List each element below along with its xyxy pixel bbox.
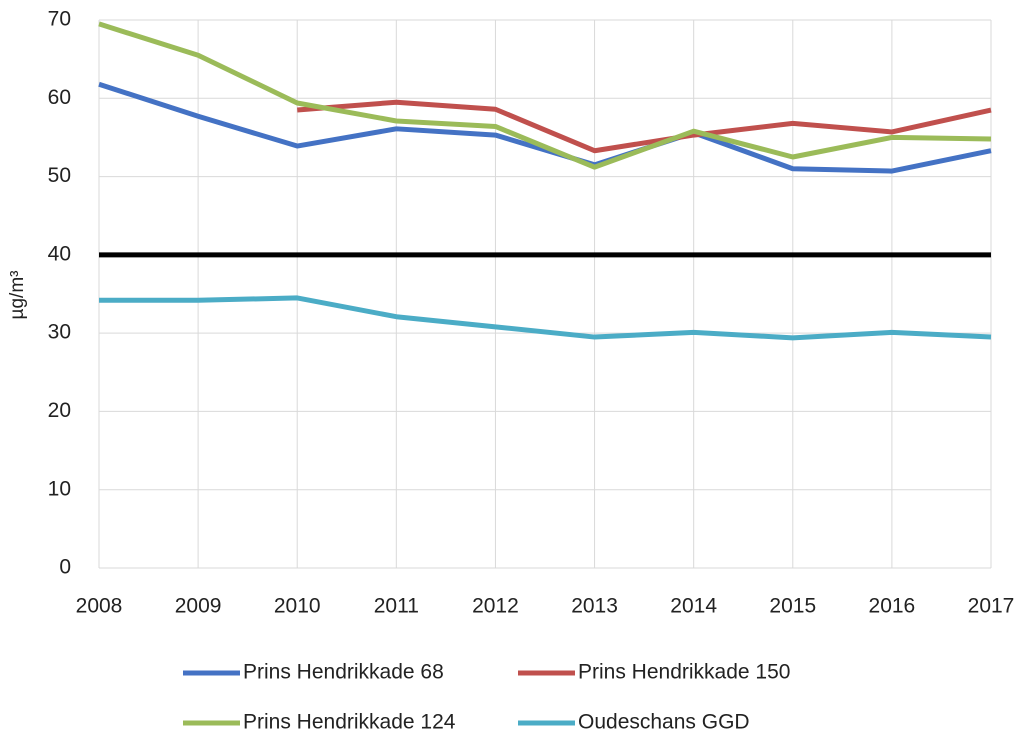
- y-tick-label: 20: [48, 399, 71, 422]
- x-tick-label: 2012: [472, 595, 519, 618]
- series-line: [297, 99, 992, 154]
- series-line: [98, 81, 992, 174]
- x-tick-label: 2016: [869, 595, 916, 618]
- legend-label: Prins Hendrikkade 150: [578, 661, 790, 684]
- y-tick-label: 70: [48, 8, 71, 31]
- y-tick-label: 40: [48, 242, 71, 265]
- x-tick-label: 2010: [274, 595, 321, 618]
- x-tick-label: 2011: [374, 595, 419, 618]
- y-tick-label: 0: [59, 556, 71, 579]
- y-axis-label: µg/m³: [7, 271, 28, 320]
- legend-label: Oudeschans GGD: [578, 711, 750, 734]
- x-tick-label: 2013: [571, 595, 618, 618]
- series-line: [99, 295, 992, 341]
- y-tick-label: 10: [48, 477, 71, 500]
- x-tick-label: 2014: [670, 595, 717, 618]
- y-tick-label: 30: [48, 321, 71, 344]
- x-tick-label: 2017: [968, 595, 1015, 618]
- x-tick-label: 2008: [76, 595, 123, 618]
- y-tick-label: 60: [48, 86, 71, 109]
- legend-label: Prins Hendrikkade 68: [243, 661, 444, 684]
- x-tick-label: 2009: [175, 595, 222, 618]
- series-line: [98, 21, 992, 170]
- x-tick-label: 2015: [769, 595, 816, 618]
- legend-label: Prins Hendrikkade 124: [243, 711, 456, 734]
- y-tick-label: 50: [48, 164, 71, 187]
